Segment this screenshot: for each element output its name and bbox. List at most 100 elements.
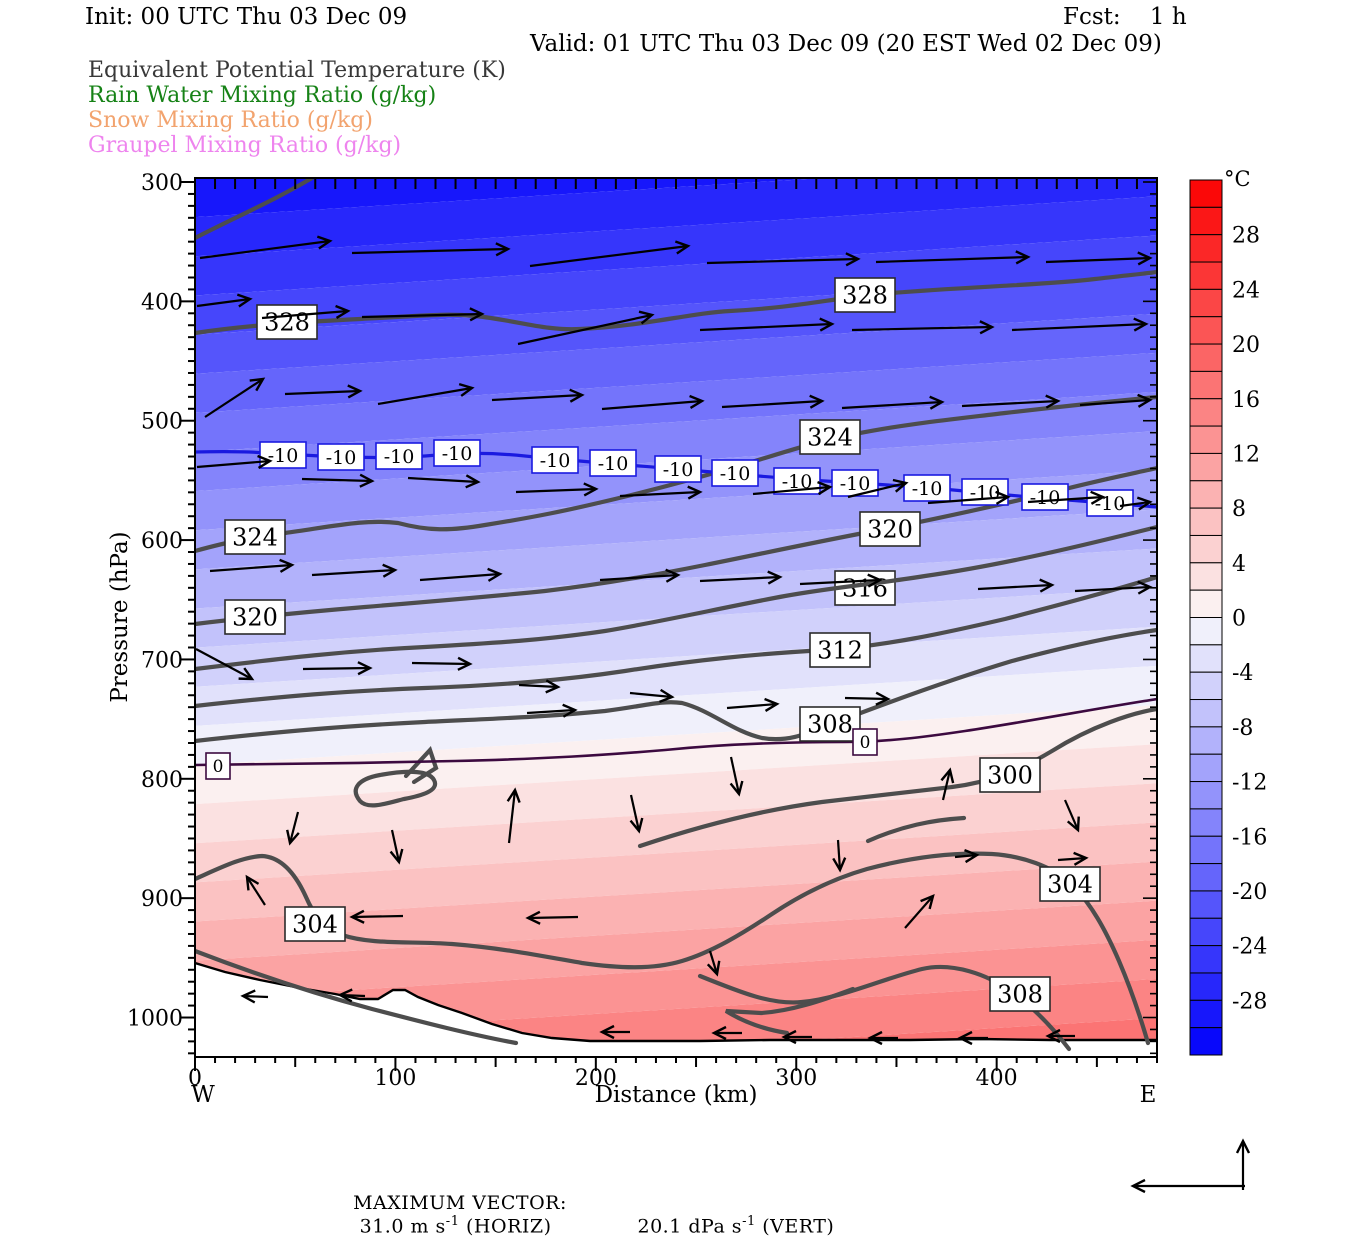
colorbar-cell	[1189, 644, 1223, 673]
theta-label-328-text: 328	[264, 309, 310, 337]
x-axis-west-label: W	[191, 1082, 215, 1108]
x-tick-label: 0	[188, 1066, 202, 1091]
theta-label-308-text: 308	[997, 981, 1043, 1009]
wind-vector-arrow	[851, 320, 995, 335]
theta-label-308-box	[799, 706, 861, 742]
colorbar-cell	[1189, 699, 1223, 728]
wind-vector-arrow	[311, 563, 398, 578]
theta-label-324-text: 324	[232, 524, 278, 552]
y-tick-label: 800	[141, 768, 183, 793]
wind-vector-arrow	[196, 293, 253, 308]
wind-vector-arrow	[706, 252, 861, 267]
theta-label-320-text: 320	[867, 516, 913, 544]
temp-band	[195, 40, 1157, 139]
theta-label-304-box	[284, 906, 346, 942]
wind-vector-arrow	[351, 242, 511, 257]
isotherm-minus10-label-text: -10	[663, 459, 694, 481]
colorbar-tick-label: -28	[1232, 989, 1267, 1014]
theta-label-304-box	[1039, 866, 1101, 902]
colorbar-cell	[1189, 917, 1223, 947]
x-tick-label: 400	[976, 1066, 1018, 1091]
theta-label-312-text: 312	[817, 637, 863, 665]
wind-vector-arrow	[752, 480, 833, 496]
isotherm-minus10-label-text: -10	[912, 478, 943, 500]
isotherm-minus10-label-text: -10	[442, 443, 473, 465]
colorbar-tick-label: 20	[1232, 333, 1260, 358]
temp-band	[195, 822, 1157, 922]
wind-vector-arrow	[195, 648, 255, 681]
theta-e-contour-328	[195, 178, 315, 241]
theta-e-contour-308	[724, 986, 856, 1036]
theta-label-312-box	[809, 632, 871, 668]
wind-vector-arrow	[699, 317, 835, 332]
wind-vector-arrow	[302, 661, 373, 676]
isotherm-minus10-label-text: -10	[598, 453, 629, 475]
reference-vector	[1130, 1138, 1251, 1194]
wind-vector-arrow	[1079, 393, 1153, 408]
isotherm-minus10-label-text: -10	[840, 473, 871, 495]
theta-e-contour-328	[195, 269, 1157, 336]
wind-vector-arrow	[517, 310, 655, 346]
init-time-label: Init: 00 UTC Thu 03 Dec 09	[85, 4, 408, 30]
colorbar-tick-label: 12	[1232, 442, 1260, 467]
wind-vector-arrow	[904, 893, 935, 929]
wind-vector-arrow	[619, 485, 703, 500]
temp-band	[195, 274, 1157, 374]
wind-vector-arrow	[389, 829, 404, 865]
y-tick-label: 400	[141, 290, 183, 315]
colorbar-cell	[1189, 534, 1223, 564]
wind-vector-arrow	[526, 703, 578, 718]
colorbar-tick-label: -24	[1232, 935, 1267, 960]
wind-vector-arrow	[196, 454, 273, 469]
legend-theta-e: Equivalent Potential Temperature (K)	[88, 58, 506, 83]
isotherm-minus10-label-text: -10	[384, 446, 415, 468]
colorbar-cell	[1189, 507, 1223, 536]
isotherm-minus10-label-text: -10	[782, 471, 813, 493]
wind-vector-arrow	[286, 811, 300, 846]
terrain-profile	[195, 961, 1157, 1057]
colorbar-tick-label: -20	[1232, 880, 1267, 905]
theta-label-328-box	[256, 304, 318, 340]
wind-vector-arrow	[529, 240, 691, 268]
wind-vector-arrow	[844, 691, 891, 706]
isotherm-zero-label-box	[852, 728, 878, 756]
isotherm-minus10-label-text: -10	[720, 463, 751, 485]
wind-vector-arrow	[847, 478, 909, 499]
wind-vector-arrow	[729, 756, 744, 797]
colorbar-cell	[1189, 398, 1223, 427]
wind-vector-arrow	[940, 767, 955, 801]
wind-vector-arrow	[1119, 496, 1153, 511]
colorbar-cell	[1189, 234, 1223, 263]
colorbar-tick-label: -8	[1232, 716, 1253, 741]
temp-band	[195, 744, 1157, 844]
isotherm-minus10-label-box	[375, 442, 423, 470]
theta-e-contour-316	[195, 524, 1157, 672]
temperature-shading	[195, 40, 1157, 1057]
theta-e-contour-308	[353, 769, 438, 808]
wind-vector-arrow	[301, 473, 375, 488]
wind-vector-arrow	[699, 570, 783, 585]
wind-vectors	[195, 235, 1153, 1046]
theta-label-320-box	[859, 511, 921, 547]
legend-rain-water: Rain Water Mixing Ratio (g/kg)	[88, 83, 437, 108]
colorbar-tick-label: -16	[1232, 825, 1267, 850]
wind-vector-arrow	[961, 394, 1061, 409]
max-vector-label: MAXIMUM VECTOR:	[353, 1192, 567, 1214]
legend-snow: Snow Mixing Ratio (g/kg)	[88, 108, 373, 133]
theta-label-300-box	[979, 757, 1041, 793]
wind-vector-arrow	[927, 490, 1011, 505]
x-tick-label: 200	[575, 1066, 617, 1091]
colorbar-units-label: °C	[1224, 167, 1251, 191]
colorbar-cell	[1189, 589, 1223, 618]
temp-band	[195, 548, 1157, 648]
y-tick-label: 600	[141, 529, 183, 554]
wind-vector-arrow	[721, 394, 825, 409]
theta-label-324-box	[799, 419, 861, 455]
theta-label-324-box	[224, 519, 286, 555]
colorbar-tick-label: -4	[1232, 661, 1253, 686]
wind-vector-arrow	[1057, 851, 1089, 866]
y-tick-label: 300	[141, 171, 183, 196]
wind-vector-arrow	[515, 482, 599, 497]
theta-label-328-text: 328	[842, 282, 888, 310]
theta-label-304-text: 304	[292, 911, 338, 939]
